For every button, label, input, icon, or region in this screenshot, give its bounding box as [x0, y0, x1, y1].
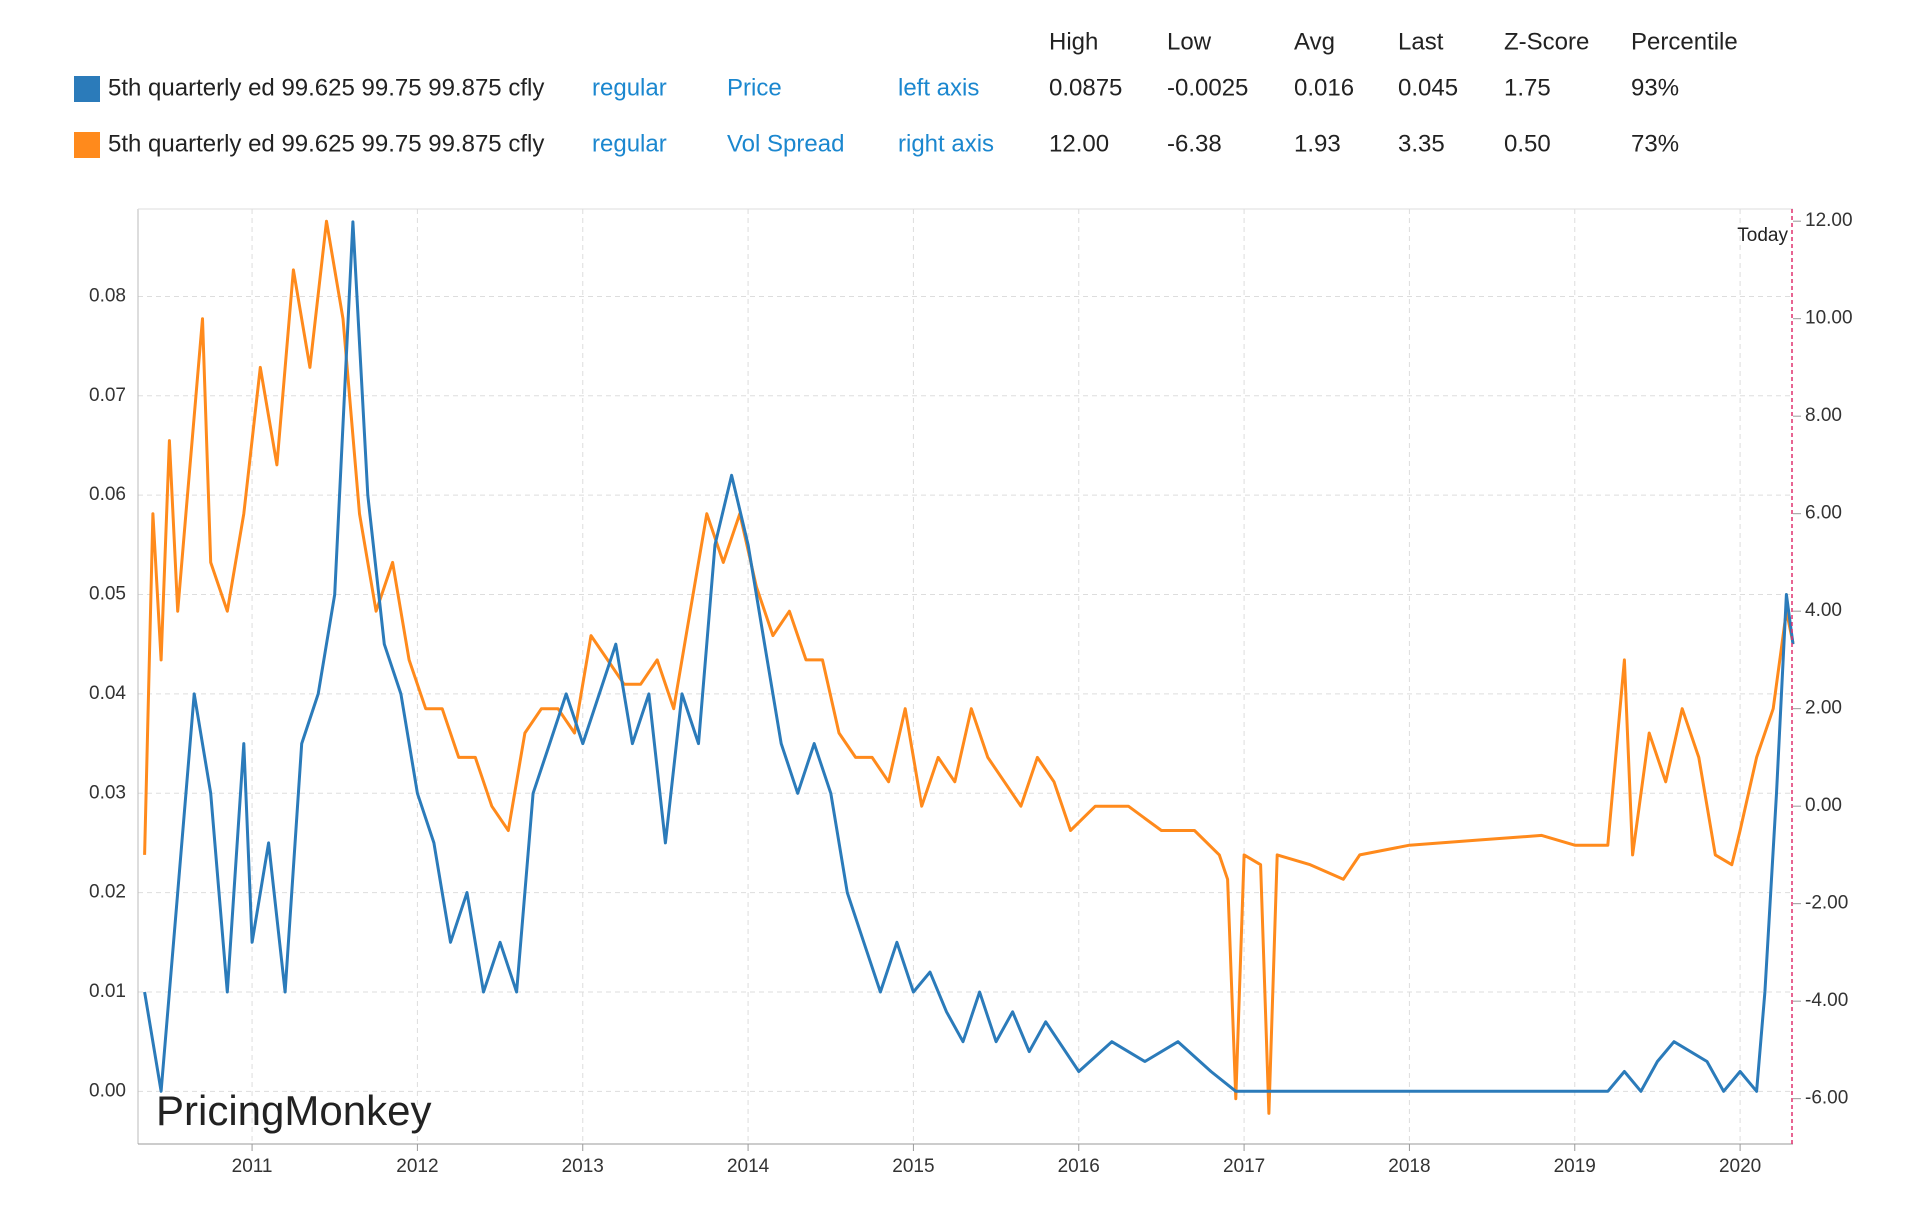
legend-swatch	[74, 132, 100, 158]
y2-tick-label: -6.00	[1805, 1088, 1848, 1109]
series-line	[143, 219, 1795, 1115]
watermark: PricingMonkey	[156, 1087, 431, 1134]
stat-value: 12.00	[1049, 130, 1109, 157]
stat-value: 0.045	[1398, 74, 1458, 101]
y2-tick-label: 12.00	[1805, 210, 1853, 231]
stat-value: 73%	[1631, 130, 1679, 157]
legend-style: regular	[592, 130, 667, 157]
stat-value: 0.016	[1294, 74, 1354, 101]
x-tick-label: 2020	[1719, 1156, 1761, 1177]
x-tick-label: 2019	[1554, 1156, 1596, 1177]
y-tick-label: 0.02	[89, 882, 126, 903]
series-line	[143, 220, 1795, 1093]
legend-axis-label: right axis	[898, 130, 994, 157]
today-label: Today	[1737, 225, 1788, 246]
y-tick-label: 0.00	[89, 1080, 126, 1101]
x-tick-label: 2012	[396, 1156, 438, 1177]
legend-axis-label: left axis	[898, 74, 979, 101]
stat-value: -6.38	[1167, 130, 1222, 157]
y2-tick-label: 8.00	[1805, 405, 1842, 426]
y2-tick-label: 10.00	[1805, 308, 1853, 329]
legend-field: Price	[727, 74, 782, 101]
stats-header: Z-Score	[1504, 28, 1589, 55]
stats-header: High	[1049, 28, 1098, 55]
stat-value: 93%	[1631, 74, 1679, 101]
stat-value: 1.93	[1294, 130, 1341, 157]
y-tick-label: 0.06	[89, 484, 126, 505]
stats-header: Low	[1167, 28, 1212, 55]
legend-name: 5th quarterly ed 99.625 99.75 99.875 cfl…	[108, 130, 544, 157]
y-tick-label: 0.03	[89, 782, 126, 803]
legend-field: Vol Spread	[727, 130, 844, 157]
x-tick-label: 2013	[562, 1156, 604, 1177]
y-tick-label: 0.08	[89, 285, 126, 306]
y2-tick-label: -4.00	[1805, 990, 1848, 1011]
x-tick-label: 2015	[892, 1156, 934, 1177]
stat-value: 3.35	[1398, 130, 1445, 157]
legend-name: 5th quarterly ed 99.625 99.75 99.875 cfl…	[108, 74, 544, 101]
y-tick-label: 0.05	[89, 584, 126, 605]
x-tick-label: 2011	[232, 1156, 273, 1177]
y-tick-label: 0.07	[89, 385, 126, 406]
y2-tick-label: -2.00	[1805, 893, 1848, 914]
stats-header: Percentile	[1631, 28, 1738, 55]
y-tick-label: 0.01	[89, 981, 126, 1002]
legend-swatch	[74, 76, 100, 102]
stat-value: -0.0025	[1167, 74, 1248, 101]
stat-value: 1.75	[1504, 74, 1551, 101]
stat-value: 0.0875	[1049, 74, 1122, 101]
x-tick-label: 2014	[727, 1156, 770, 1177]
y2-tick-label: 2.00	[1805, 698, 1842, 719]
stat-value: 0.50	[1504, 130, 1551, 157]
stats-header: Last	[1398, 28, 1444, 55]
y2-tick-label: 6.00	[1805, 503, 1842, 524]
x-tick-label: 2018	[1388, 1156, 1430, 1177]
y2-tick-label: 4.00	[1805, 600, 1842, 621]
x-tick-label: 2017	[1223, 1156, 1265, 1177]
y2-tick-label: 0.00	[1805, 795, 1842, 816]
legend-style: regular	[592, 74, 667, 101]
stats-header: Avg	[1294, 28, 1335, 55]
y-tick-label: 0.04	[89, 683, 126, 704]
x-tick-label: 2016	[1058, 1156, 1100, 1177]
